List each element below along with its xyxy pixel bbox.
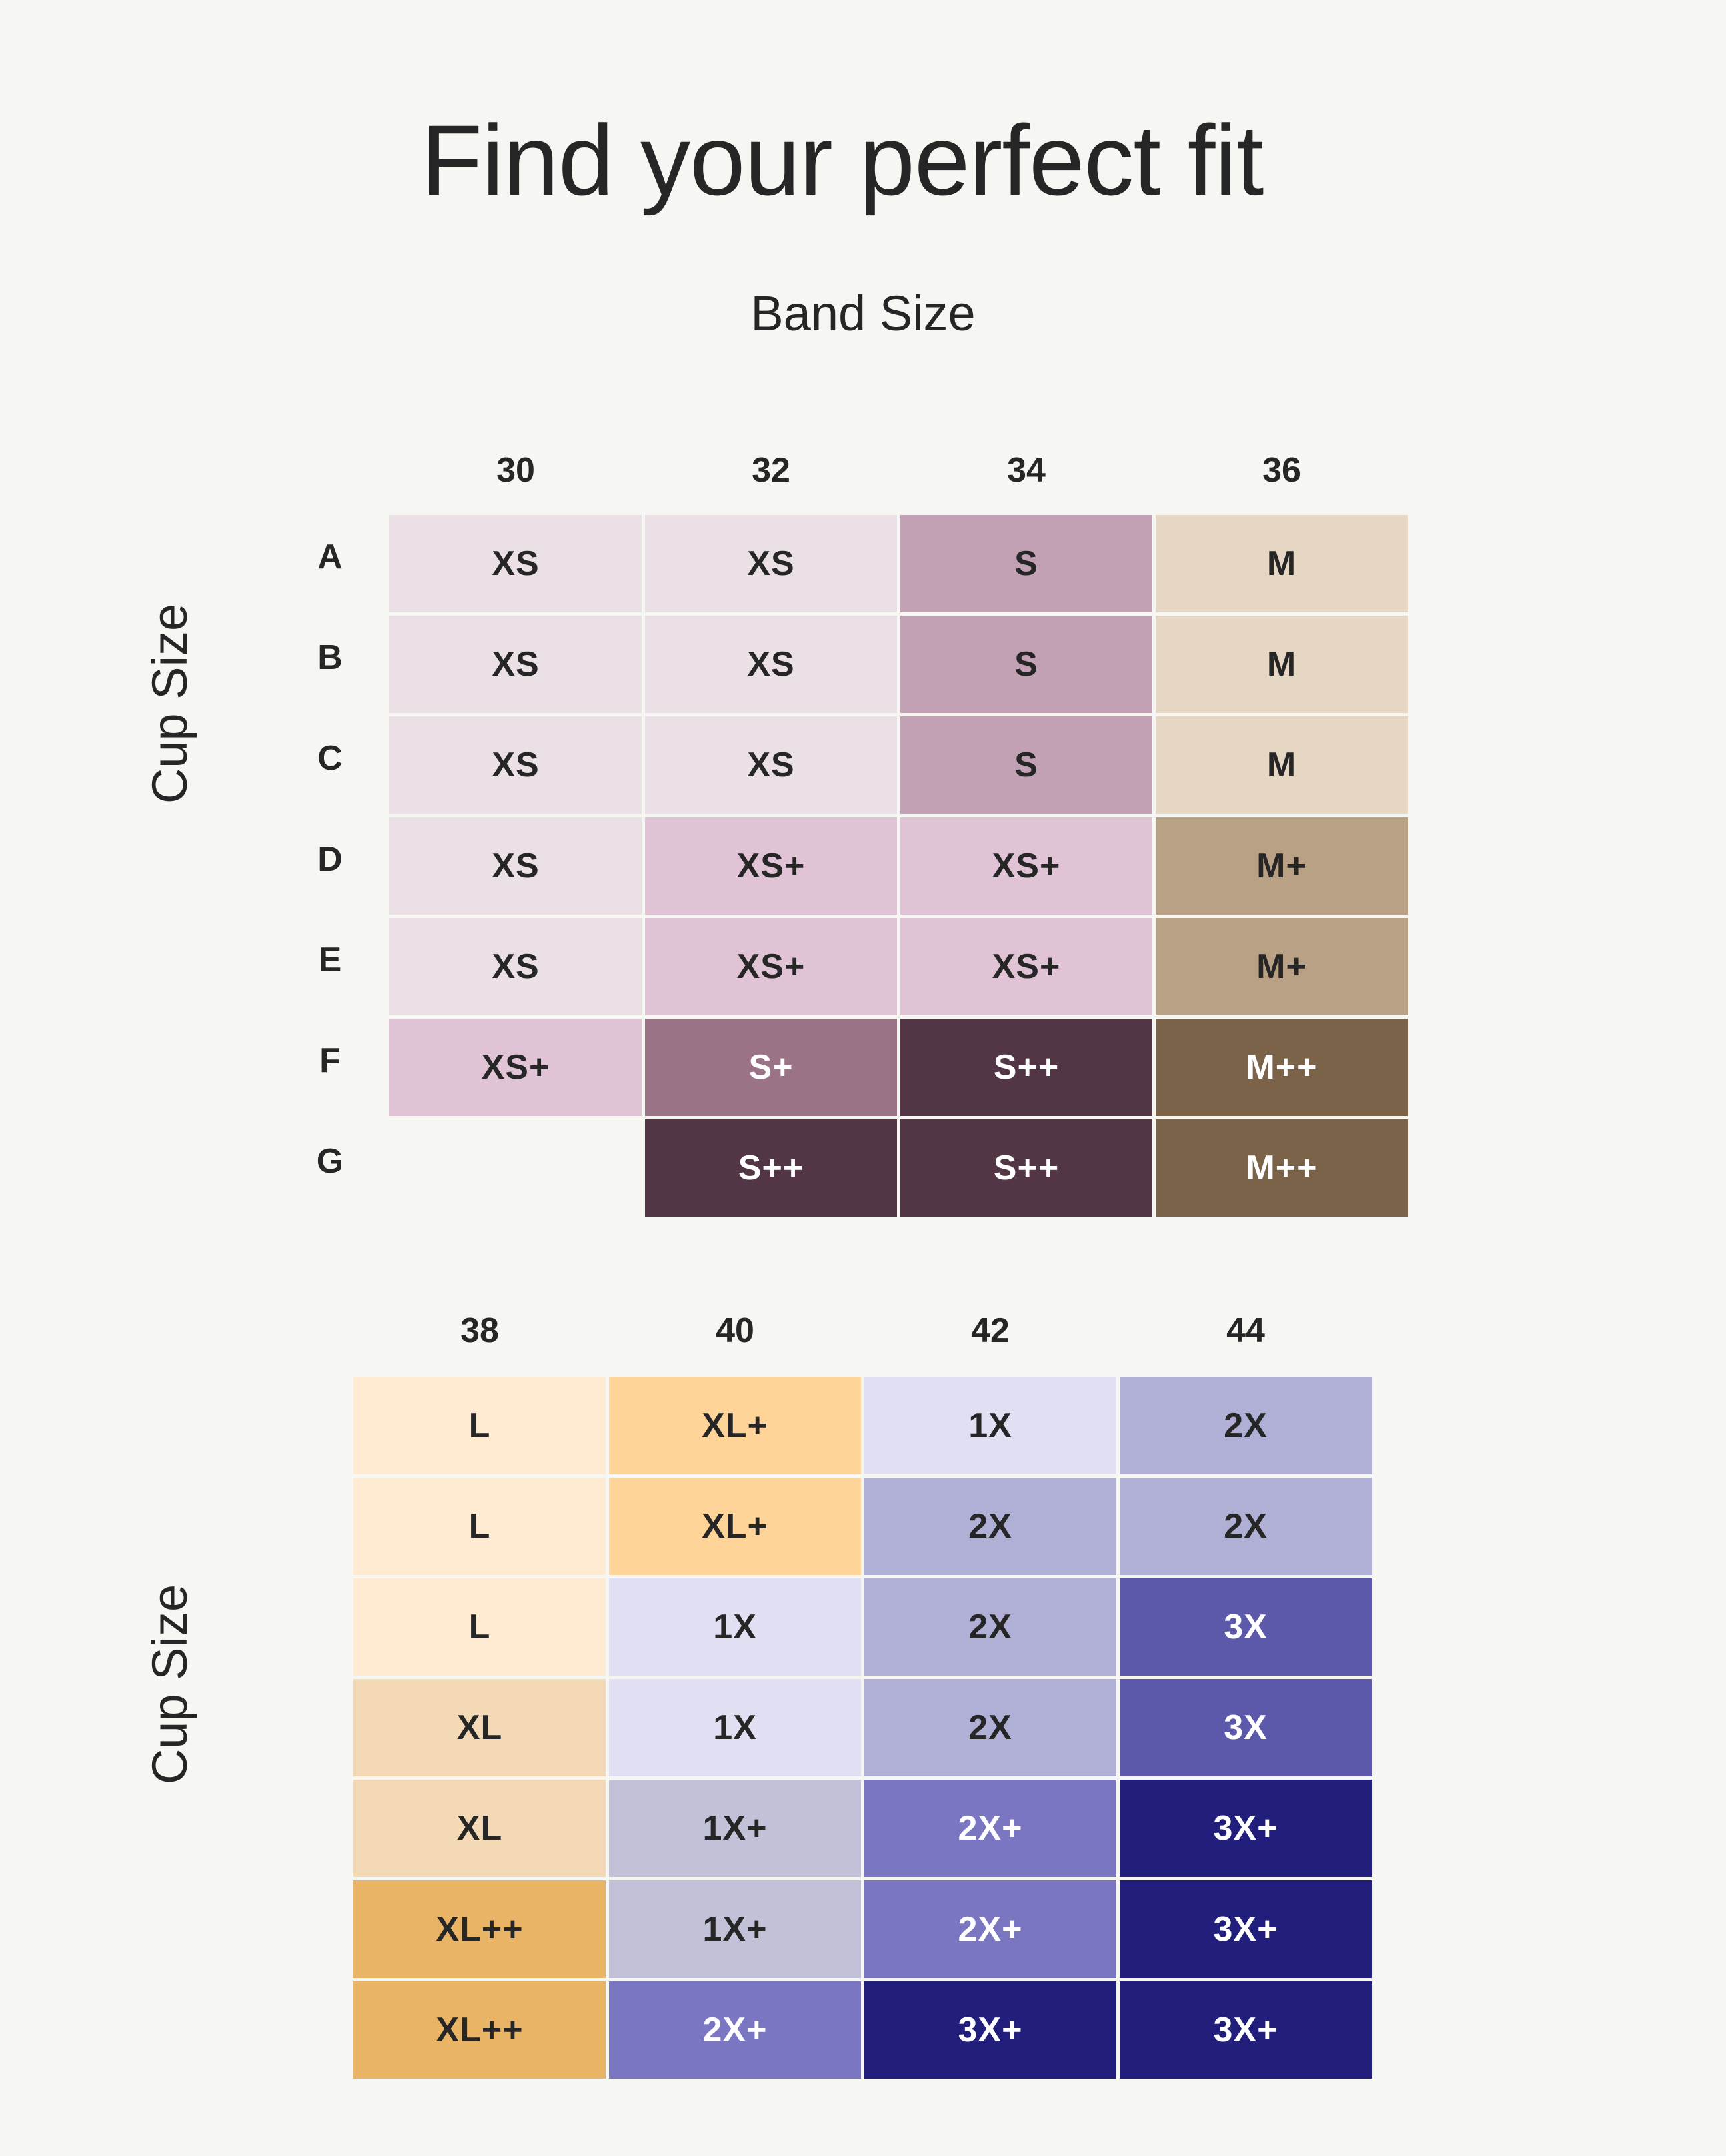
- size-cell: XL+: [609, 1377, 861, 1474]
- size-cell: XS: [645, 716, 897, 814]
- size-cell: 1X+: [609, 1880, 861, 1978]
- band-size-label: Band Size: [750, 286, 976, 341]
- size-cell: XS: [389, 817, 642, 915]
- band-size-header: 32: [752, 451, 790, 490]
- size-cell: XL++: [353, 1981, 606, 2079]
- size-cell: XS+: [900, 817, 1152, 915]
- cup-size-header: E: [318, 941, 342, 979]
- size-cell: L: [353, 1478, 606, 1575]
- size-cell: S: [900, 515, 1152, 612]
- size-cell: XS: [645, 515, 897, 612]
- size-cell: XS+: [389, 1019, 642, 1116]
- band-size-header: 34: [1007, 451, 1046, 490]
- band-size-header: 42: [971, 1311, 1010, 1350]
- size-cell: 1X: [609, 1679, 861, 1776]
- size-cell: S: [900, 616, 1152, 713]
- cup-size-label-upper: Cup Size: [142, 603, 197, 804]
- cup-size-header: C: [317, 739, 343, 778]
- size-cell: M: [1156, 616, 1408, 713]
- empty-cell: [389, 1119, 642, 1217]
- lower-band-headers: 38 40 42 44: [353, 1307, 1372, 1354]
- size-cell: L: [353, 1578, 606, 1676]
- upper-band-headers: 30 32 34 36: [389, 447, 1408, 494]
- size-cell: 2X: [864, 1478, 1116, 1575]
- size-cell: 2X+: [864, 1880, 1116, 1978]
- size-cell: 3X+: [1120, 1880, 1372, 1978]
- page-title: Find your perfect fit: [421, 104, 1264, 216]
- size-cell: 2X: [1120, 1478, 1372, 1575]
- size-cell: 3X+: [1120, 1981, 1372, 2079]
- cup-size-header: A: [317, 538, 343, 576]
- size-cell: 3X+: [864, 1981, 1116, 2079]
- band-size-header: 44: [1226, 1311, 1265, 1350]
- size-cell: S: [900, 716, 1152, 814]
- size-cell: XS: [389, 515, 642, 612]
- size-cell: 2X: [1120, 1377, 1372, 1474]
- size-cell: 2X+: [609, 1981, 861, 2079]
- cup-size-label-lower: Cup Size: [142, 1584, 197, 1785]
- size-cell: 1X: [609, 1578, 861, 1676]
- size-cell: M: [1156, 716, 1408, 814]
- size-cell: M: [1156, 515, 1408, 612]
- size-cell: XL: [353, 1780, 606, 1877]
- size-cell: M++: [1156, 1119, 1408, 1217]
- cup-size-header: B: [317, 638, 343, 677]
- size-cell: 1X: [864, 1377, 1116, 1474]
- size-cell: S++: [645, 1119, 897, 1217]
- size-cell: S++: [900, 1119, 1152, 1217]
- cup-size-header: G: [316, 1142, 344, 1181]
- size-cell: 1X+: [609, 1780, 861, 1877]
- band-size-header: 38: [460, 1311, 499, 1350]
- size-cell: M+: [1156, 817, 1408, 915]
- size-cell: M++: [1156, 1019, 1408, 1116]
- band-size-header: 36: [1262, 451, 1301, 490]
- size-cell: XS+: [900, 918, 1152, 1015]
- size-cell: XS: [389, 616, 642, 713]
- size-cell: XL+: [609, 1478, 861, 1575]
- size-cell: XS+: [645, 918, 897, 1015]
- size-cell: L: [353, 1377, 606, 1474]
- size-cell: S++: [900, 1019, 1152, 1116]
- size-cell: XS: [389, 716, 642, 814]
- cup-size-header: F: [319, 1041, 341, 1080]
- size-cell: 3X: [1120, 1578, 1372, 1676]
- size-cell: XL: [353, 1679, 606, 1776]
- size-cell: 2X: [864, 1679, 1116, 1776]
- size-cell: XS+: [645, 817, 897, 915]
- size-cell: M+: [1156, 918, 1408, 1015]
- lower-size-grid: L XL+ 1X 2X L XL+ 2X 2X L 1X 2X 3X XL 1X 2X 3X XL 1X+ 2X+ 3…: [353, 1377, 1372, 2079]
- band-size-header: 30: [496, 451, 535, 490]
- cup-size-header: D: [317, 840, 343, 879]
- upper-cup-headers: A B C D E F G: [293, 515, 367, 1217]
- size-cell: XS: [645, 616, 897, 713]
- size-cell: S+: [645, 1019, 897, 1116]
- size-cell: 2X: [864, 1578, 1116, 1676]
- size-cell: XL++: [353, 1880, 606, 1978]
- size-cell: XS: [389, 918, 642, 1015]
- size-cell: 3X: [1120, 1679, 1372, 1776]
- size-cell: 3X+: [1120, 1780, 1372, 1877]
- band-size-header: 40: [716, 1311, 754, 1350]
- upper-size-grid: XS XS S M XS XS S M XS XS S M XS XS+ XS+ M+ XS XS+ XS+ M+ XS…: [389, 515, 1408, 1217]
- size-cell: 2X+: [864, 1780, 1116, 1877]
